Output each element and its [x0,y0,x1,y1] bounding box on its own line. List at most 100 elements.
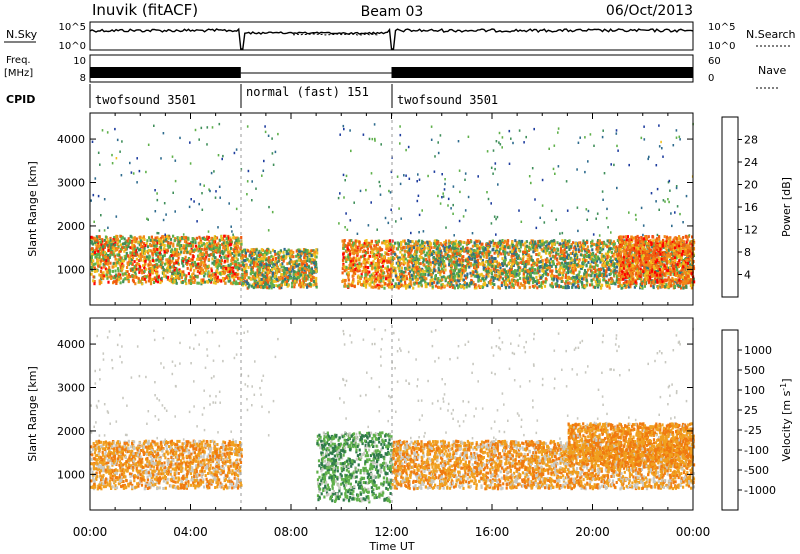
power-cell [293,260,297,264]
power-cell [279,249,282,253]
power-cell [357,279,360,283]
power-cell [162,235,165,239]
power-cell [271,248,275,252]
power-cell [166,249,169,253]
power-cell [356,264,359,268]
power-cell [542,280,545,284]
nsky-label: N.Sky [6,28,38,41]
power-cell [207,264,210,268]
power-cell [198,244,201,248]
power-cell [115,278,118,282]
power-cell [306,259,309,263]
power-cell [296,264,299,268]
power-cell [102,256,105,260]
power-cell [171,256,175,260]
power-cell [369,283,372,287]
power-cell [562,270,565,274]
power-cell [187,237,190,241]
power-cell [360,273,363,277]
power-cell [374,245,377,249]
power-cell [247,259,251,263]
power-cell [133,240,136,244]
power-cell [204,257,207,261]
power-cell [350,239,353,242]
power-cell [223,246,226,250]
power-cell [358,280,361,284]
power-cell [207,258,211,262]
power-cell [293,263,296,267]
power-cell [203,245,207,249]
power-cell [369,281,372,285]
power-cell [354,263,357,267]
power-cell [257,251,260,255]
power-cell [375,256,378,259]
power-cell [376,278,380,282]
power-cell [101,273,104,277]
power-cell [169,243,172,247]
power-cell [148,255,151,259]
power-cell [557,252,560,256]
power-cell [424,282,427,286]
power-cell [271,279,274,283]
power-cell [242,277,245,280]
power-cell [115,281,118,285]
power-cell [371,276,374,280]
power-cell [362,260,366,264]
power-cell [234,236,237,240]
power-cell [197,262,200,266]
power-cell [380,258,383,262]
power-cell [225,247,228,251]
power-cell [292,250,295,254]
power-cell [220,262,223,266]
power-cell [234,249,238,252]
power-cell [94,242,97,246]
power-cell [285,249,288,253]
power-cell [355,245,358,249]
power-cell [137,240,140,244]
power-cell [562,263,565,267]
power-cell [358,241,361,245]
power-cell [257,259,260,263]
power-cell [292,276,295,280]
power-cell [226,258,229,261]
power-cell [597,257,600,261]
power-cell [224,281,227,285]
power-cell [108,275,111,279]
power-cell [571,263,574,267]
power-cell [170,277,173,281]
power-cell [197,254,200,258]
power-cell [155,276,158,280]
power-cell [201,279,204,283]
power-cell [181,281,184,285]
power-cell [388,260,392,264]
power-cell [374,266,377,270]
power-cell [235,260,238,264]
power-cell [343,265,346,269]
power-cell [470,274,473,278]
power-cell [366,272,369,276]
power-cell [214,273,217,277]
power-cell [231,252,234,255]
power-cell [130,268,133,272]
power-cell [278,251,281,255]
power-cell [182,236,186,239]
power-cell [246,257,249,261]
power-cell [235,253,238,257]
power-cell [143,255,146,259]
power-cell [315,269,318,273]
power-cell [310,267,314,271]
power-cell [508,281,512,285]
power-cell [211,274,214,278]
power-cell [125,251,128,255]
power-cell [136,261,139,265]
power-cell [283,280,286,284]
power-cell [358,249,361,253]
power-cell [382,276,385,280]
power-cell [386,240,389,244]
power-cell [190,249,193,253]
power-cell [247,276,250,280]
power-cell [240,236,243,239]
power-cell [293,285,296,289]
power-cell [364,285,368,289]
